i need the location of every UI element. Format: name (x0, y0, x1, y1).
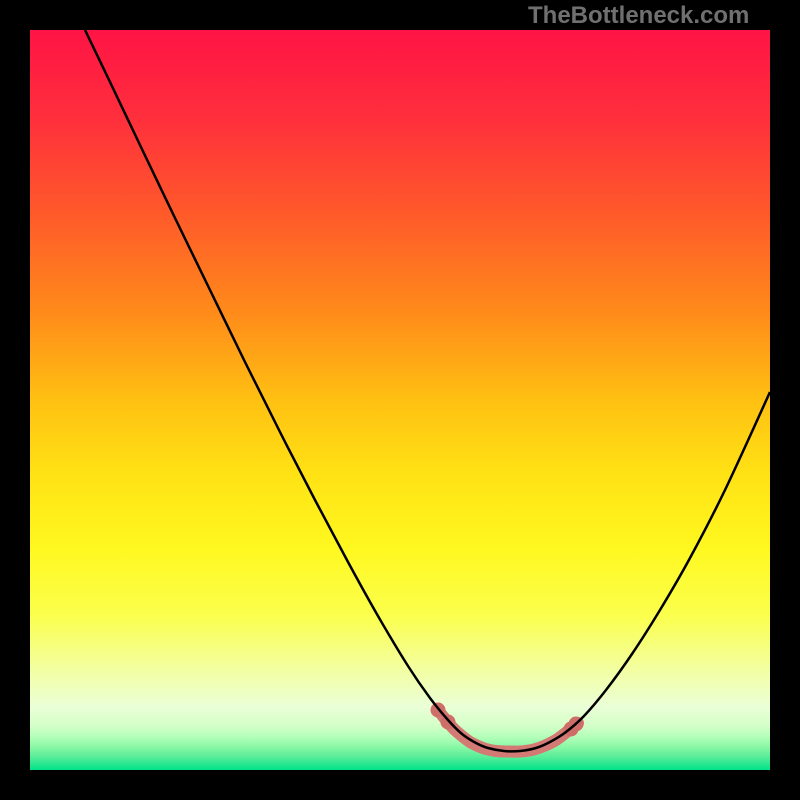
gradient-background (30, 30, 770, 770)
plot-frame (30, 30, 770, 770)
gradient-line-chart (30, 30, 770, 770)
watermark-text: TheBottleneck.com (528, 2, 749, 30)
